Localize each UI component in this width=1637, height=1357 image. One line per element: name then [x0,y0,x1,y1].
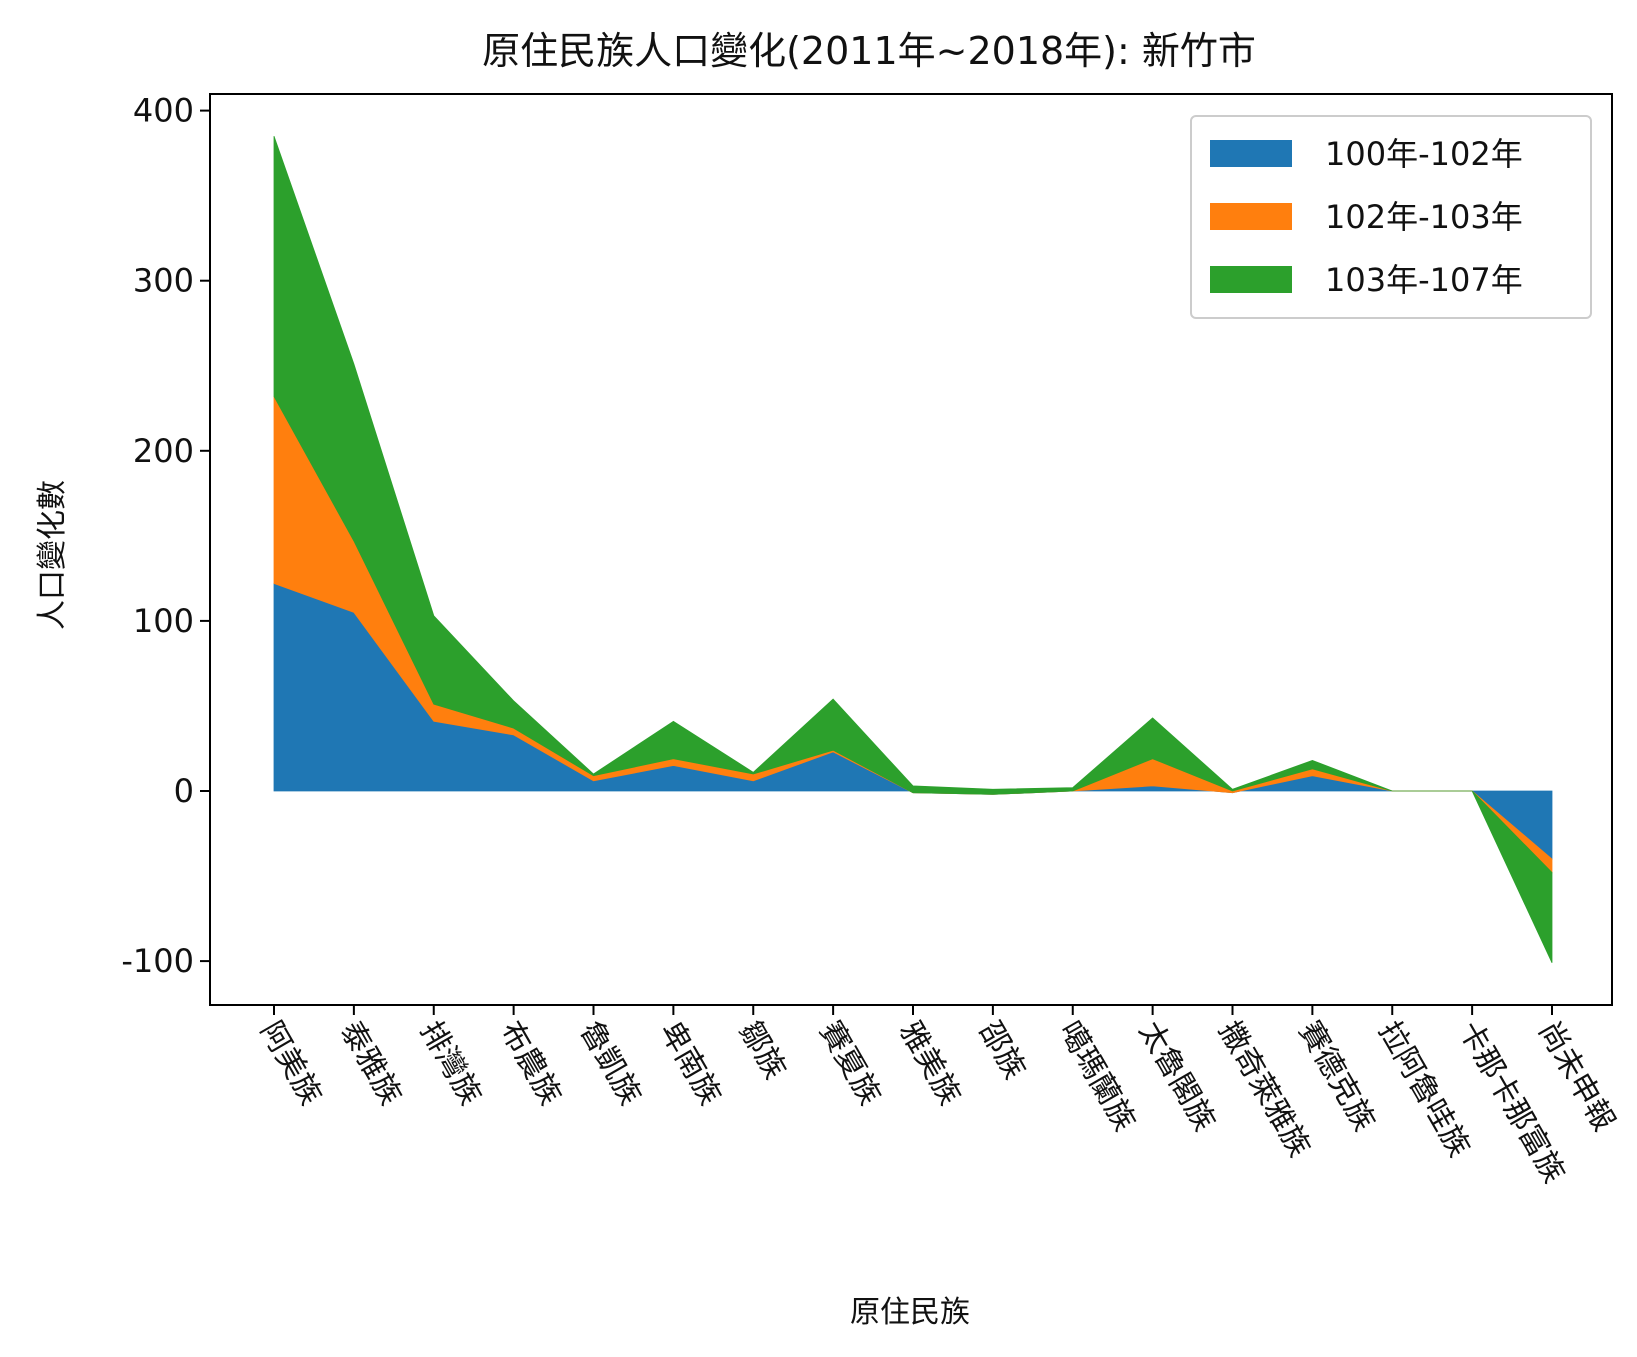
area-series-3 [273,135,1553,963]
x-tick-label: 排灣族 [413,1016,488,1111]
legend-swatch [1210,203,1292,230]
y-tick-label: 200 [133,432,194,470]
x-tick-label: 噶瑪蘭族 [1052,1016,1142,1137]
legend-label: 103年-107年 [1325,261,1523,299]
y-tick-label: 100 [133,602,194,640]
x-axis: 阿美族 泰雅族 排灣族 布農族 魯凱族 卑南族 鄒族 賽夏族 雅美族 邵族 噶瑪蘭族太魯閣族撒奇萊雅… [253,1005,1621,1189]
x-tick-label: 鄒族 [732,1016,792,1085]
y-tick-label: 400 [133,92,194,130]
legend-swatch [1210,140,1292,167]
plot-areas [273,135,1553,963]
x-axis-label: 原住民族 [850,1295,970,1330]
x-tick-label: 阿美族 [253,1016,328,1111]
x-tick-label: 賽德克族 [1291,1016,1381,1137]
legend: 100年-102年 102年-103年 103年-107年 [1190,115,1592,319]
chart-title: 原住民族人口變化(2011年~2018年): 新竹市 [482,29,1256,73]
y-tick-label: -100 [121,942,194,980]
x-tick-label: 泰雅族 [333,1016,408,1111]
legend-label: 100年-102年 [1325,135,1523,173]
x-tick-label: 布農族 [493,1016,568,1111]
area-series-2 [273,396,1553,874]
x-tick-label: 卑南族 [652,1016,727,1111]
legend-label: 102年-103年 [1325,198,1523,236]
x-tick-label: 尚未申報 [1531,1016,1621,1137]
x-tick-label: 邵族 [972,1016,1032,1085]
y-axis: -100 0 100 200 300 400 [121,92,210,980]
x-tick-label: 賽夏族 [812,1016,887,1111]
x-tick-label: 雅美族 [892,1016,967,1111]
plot-frame [209,93,1613,1006]
y-tick-label: 0 [174,772,194,810]
x-tick-label: 魯凱族 [573,1016,648,1111]
legend-swatch [1210,266,1292,293]
x-tick-label: 太魯閣族 [1132,1016,1222,1137]
y-axis-label: 人口變化數 [35,480,70,630]
y-tick-label: 300 [133,262,194,300]
